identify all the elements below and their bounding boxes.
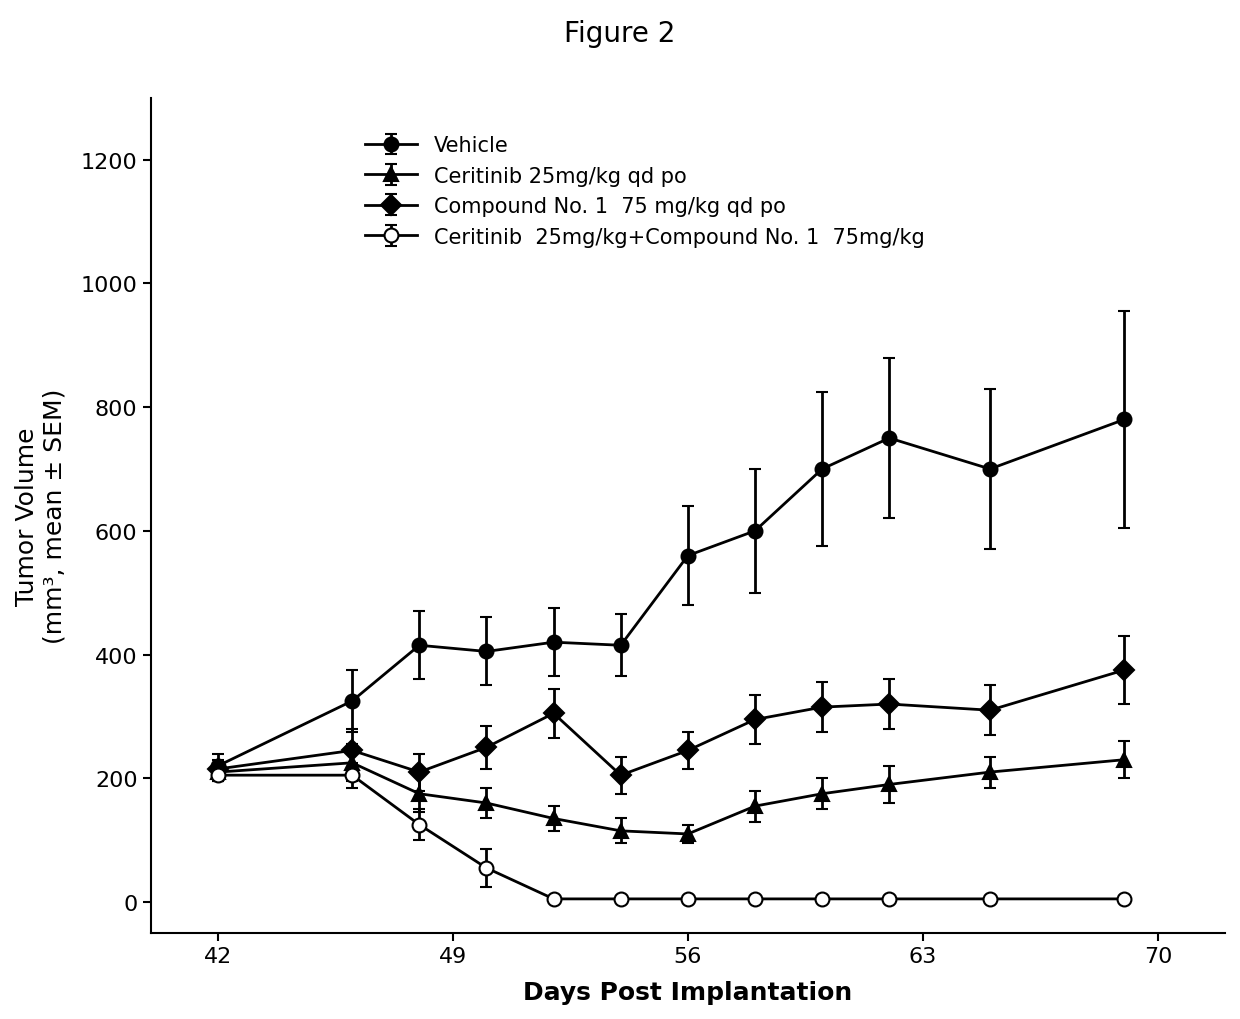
X-axis label: Days Post Implantation: Days Post Implantation — [523, 980, 853, 1004]
Legend: Vehicle, Ceritinib 25mg/kg qd po, Compound No. 1  75 mg/kg qd po, Ceritinib  25m: Vehicle, Ceritinib 25mg/kg qd po, Compou… — [355, 125, 935, 258]
Y-axis label: Tumor Volume
(mm³, mean ± SEM): Tumor Volume (mm³, mean ± SEM) — [15, 388, 67, 643]
Text: Figure 2: Figure 2 — [564, 20, 676, 48]
